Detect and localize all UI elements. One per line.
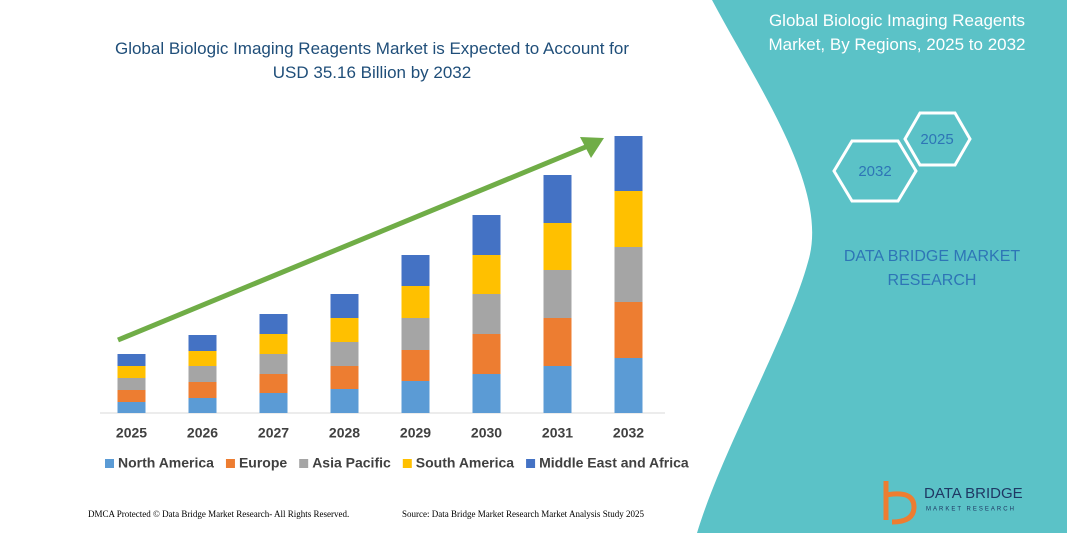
bar-segment: [472, 334, 501, 374]
legend-swatch: [526, 459, 536, 468]
bar-segment: [188, 351, 217, 366]
bar-segment: [330, 318, 359, 342]
hexagon-label: 2025: [920, 131, 953, 148]
bar-segment: [543, 318, 572, 366]
bar-segment: [543, 223, 572, 270]
bar-segment: [472, 255, 501, 294]
logo-tagline: MARKET RESEARCH: [926, 507, 1016, 513]
x-tick-label: 2029: [400, 425, 431, 441]
bar-segment: [614, 302, 643, 358]
x-tick-label: 2025: [116, 425, 147, 441]
arrow-head: [580, 137, 604, 158]
bar-segment: [401, 381, 430, 413]
bar-segment: [543, 366, 572, 413]
legend-swatch: [105, 459, 114, 468]
bar-segment: [259, 334, 288, 354]
bar-segment: [330, 294, 359, 318]
bar-segment: [330, 342, 359, 366]
bar-segment: [543, 270, 572, 318]
legend-label: South America: [416, 455, 514, 471]
bar-segment: [188, 382, 217, 398]
footer-text: DMCA Protected © Data Bridge Market Rese…: [88, 509, 349, 519]
legend-label: Europe: [239, 455, 287, 471]
x-tick-label: 2027: [258, 425, 289, 441]
bar-segment: [401, 255, 430, 286]
x-tick-label: 2031: [542, 425, 573, 441]
bar-segment: [330, 389, 359, 413]
bar-segment: [401, 286, 430, 318]
panel-title: Global Biologic Imaging Reagents Market, …: [768, 11, 1025, 54]
x-tick-label: 2030: [471, 425, 502, 441]
bar-segment: [117, 402, 146, 413]
bar-segment: [117, 378, 146, 390]
bar-segment: [401, 350, 430, 381]
bar-segment: [614, 191, 643, 247]
trend-arrow: [117, 143, 589, 343]
bar-segment: [259, 314, 288, 334]
bar-segment: [543, 175, 572, 223]
bar-segment: [117, 390, 146, 402]
legend-swatch: [225, 459, 235, 468]
bar-segment: [117, 354, 146, 366]
x-tick-label: 2032: [613, 425, 644, 441]
bar-segment: [188, 398, 217, 413]
bar-segment: [259, 393, 288, 413]
hexagon: [832, 139, 918, 203]
legend-label: Asia Pacific: [312, 455, 391, 471]
hexagon-label: 2032: [858, 163, 891, 180]
footer-text: Source: Data Bridge Market Research Mark…: [402, 509, 644, 519]
logo-mark: [883, 481, 917, 525]
legend-swatch: [299, 459, 309, 468]
bar-segment: [117, 366, 146, 378]
x-tick-label: 2026: [187, 425, 218, 441]
legend-label: Middle East and Africa: [539, 455, 689, 471]
bar-segment: [614, 136, 643, 191]
brand-text: DATA BRIDGE MARKET RESEARCH: [844, 248, 1021, 289]
bar-segment: [330, 366, 359, 389]
legend-swatch: [402, 459, 412, 468]
chart-title: Global Biologic Imaging Reagents Market …: [115, 39, 629, 82]
bar-segment: [188, 335, 217, 351]
logo-name: DATA BRIDGE: [924, 485, 1023, 502]
bar-segment: [472, 294, 501, 334]
bar-segment: [614, 247, 643, 302]
hexagon: [903, 111, 972, 167]
side-panel: [697, 0, 1067, 533]
bar-segment: [188, 366, 217, 382]
bar-segment: [259, 354, 288, 374]
legend-label: North America: [118, 455, 214, 471]
bar-segment: [472, 374, 501, 413]
bar-segment: [472, 215, 501, 255]
x-tick-label: 2028: [329, 425, 360, 441]
bar-segment: [614, 358, 643, 413]
bar-segment: [401, 318, 430, 350]
bar-segment: [259, 374, 288, 393]
